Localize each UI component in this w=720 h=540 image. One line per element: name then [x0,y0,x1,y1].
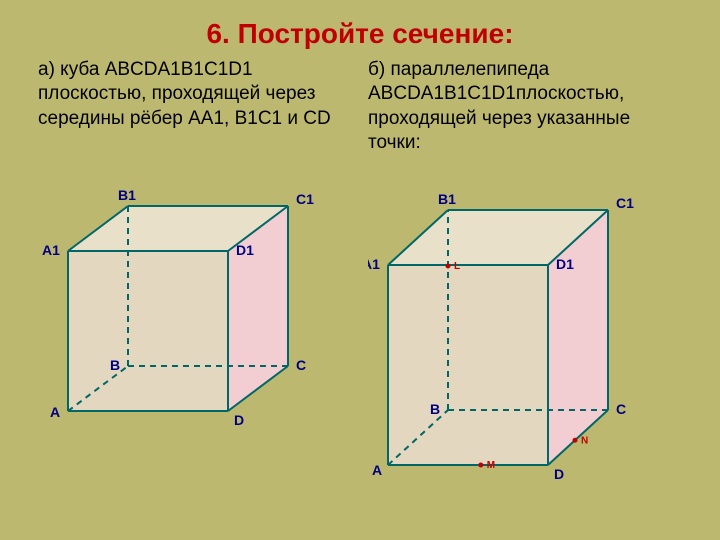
svg-text:C1: C1 [296,191,314,207]
svg-text:B: B [110,357,120,373]
svg-text:B1: B1 [118,187,136,203]
svg-text:D: D [234,412,244,428]
content-columns: а) куба ABCDA1B1C1D1 плоскостью, проходя… [0,58,720,495]
problem-a-text: а) куба ABCDA1B1C1D1 плоскостью, проходя… [38,58,352,131]
figure-a: A D C B A1 D1 C1 B1 [38,141,352,441]
svg-text:C: C [616,401,626,417]
svg-text:B1: B1 [438,191,456,207]
svg-text:A1: A1 [368,256,380,272]
figure-b: A D C B A1 D1 C1 B1 L N M [368,165,682,495]
svg-text:C1: C1 [616,195,634,211]
svg-text:D: D [554,466,564,482]
svg-text:M: M [487,460,495,471]
svg-text:N: N [581,436,588,447]
svg-text:L: L [454,261,460,272]
svg-text:A: A [50,404,60,420]
problem-b-text: б) параллелепипеда ABCDA1B1C1D1плоскость… [368,58,682,155]
cube-b-svg: A D C B A1 D1 C1 B1 L N M [368,165,668,495]
svg-text:D1: D1 [236,242,254,258]
svg-text:B: B [430,401,440,417]
svg-text:A: A [372,462,382,478]
column-b: б) параллелепипеда ABCDA1B1C1D1плоскость… [360,58,690,495]
svg-text:C: C [296,357,306,373]
column-a: а) куба ABCDA1B1C1D1 плоскостью, проходя… [30,58,360,495]
svg-text:A1: A1 [42,242,60,258]
cube-a-svg: A D C B A1 D1 C1 B1 [38,141,338,441]
page-title: 6. Постройте сечение: [0,0,720,58]
svg-text:D1: D1 [556,256,574,272]
